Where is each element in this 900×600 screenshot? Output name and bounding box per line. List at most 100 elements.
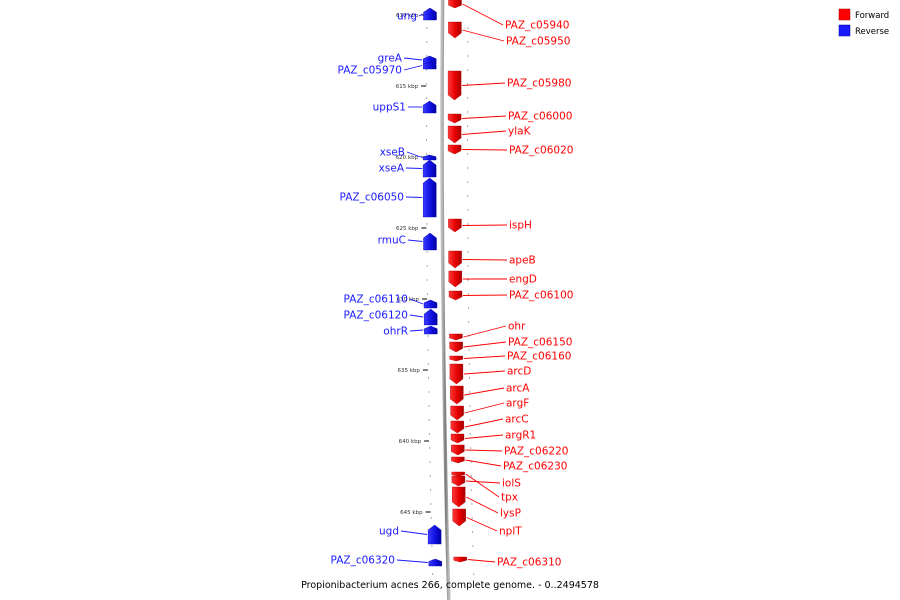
gene-leader-line [407,239,423,242]
gene-arrow-paz-c06220[interactable] [451,444,465,456]
gene-label-iols[interactable]: iolS [502,478,521,490]
gene-arrow-paz-c05940[interactable] [448,0,462,9]
gene-leader-line [464,434,504,439]
gene-label-arca[interactable]: arcA [506,383,530,395]
gene-label-paz-c06320[interactable]: PAZ_c06320 [331,555,395,567]
gene-label-ugd[interactable]: ugd [379,526,399,538]
gene-label-argr1[interactable]: argR1 [505,430,536,442]
gene-leader-line [403,57,423,61]
gene-arrow-paz-c06020[interactable] [447,144,462,155]
gene-arrow-paz-c05950[interactable] [448,21,462,39]
gene-leader-line [462,29,505,42]
gene-label-nplt[interactable]: nplT [499,526,522,538]
gene-arrow-argf[interactable] [450,405,464,421]
gene-label-paz-c05940[interactable]: PAZ_c05940 [505,20,569,32]
gene-label-xseb[interactable]: xseB [380,147,405,159]
gene-arrow-ylak[interactable] [447,125,462,144]
gene-leader-line [462,259,508,261]
gene-label-grea[interactable]: greA [378,53,403,65]
gene-label-isph[interactable]: ispH [509,220,532,232]
gene-label-paz-c06050[interactable]: PAZ_c06050 [340,192,404,204]
gene-label-upps1[interactable]: uppS1 [373,102,406,114]
gene-leader-line [464,387,505,396]
gene-label-paz-c06150[interactable]: PAZ_c06150 [508,337,572,349]
gene-leader-line [465,480,501,484]
gene-arrow-paz-c06120[interactable] [424,308,438,326]
gene-arrow-iols[interactable] [451,475,466,487]
gene-arrow-paz-c06310[interactable] [453,556,467,563]
gene-label-paz-c06230[interactable]: PAZ_c06230 [503,461,567,473]
gene-label-xsea[interactable]: xseA [379,163,405,175]
gene-label-arcc[interactable]: arcC [505,414,529,426]
gene-arrow-ohr[interactable] [449,333,463,341]
gene-arrow-apeb[interactable] [448,250,462,269]
legend-label-reverse: Reverse [855,27,889,37]
gene-label-paz-c06110[interactable]: PAZ_c06110 [344,294,408,306]
gene-arrow-upps1[interactable] [422,100,437,114]
gene-arrow-paz-c06230[interactable] [451,456,465,464]
gene-leader-line [466,517,498,532]
gene-arrow-xsea[interactable] [422,159,437,178]
kbp-tick-label: 625 kbp [396,226,419,232]
gene-label-engd[interactable]: engD [509,274,537,286]
gene-arrow-paz-c06000[interactable] [447,113,462,124]
gene-label-paz-c06160[interactable]: PAZ_c06160 [507,351,571,363]
gene-arrow-paz-c06160[interactable] [449,355,463,362]
gene-label-paz-c06120[interactable]: PAZ_c06120 [344,310,408,322]
gene-arrow-nplt[interactable] [452,508,466,527]
gene-label-paz-c06310[interactable]: PAZ_c06310 [497,557,561,569]
gene-leader-line [465,459,502,467]
gene-arrow-ohrr[interactable] [424,325,438,335]
gene-arrow-paz-c05980[interactable] [447,70,462,101]
gene-arrow-ugd[interactable] [427,524,442,545]
gene-arrow-rmuc[interactable] [423,232,437,251]
gene-label-lysp[interactable]: lysP [500,508,521,520]
gene-arrow-arcc[interactable] [450,420,464,434]
gene-leader-line [462,3,504,26]
gene-leader-line [403,65,423,71]
gene-leader-line [463,370,506,375]
gene-leader-line [409,298,424,305]
gene-label-paz-c05980[interactable]: PAZ_c05980 [507,78,571,90]
gene-arrow-argr1[interactable] [450,433,465,444]
gene-arrow-paz-c06050[interactable] [423,177,437,218]
gene-arrow-arcd[interactable] [449,363,464,385]
gene-leader-line [462,130,507,135]
gene-label-paz-c06020[interactable]: PAZ_c06020 [509,145,573,157]
gene-arrow-arca[interactable] [450,385,464,405]
gene-label-paz-c05950[interactable]: PAZ_c05950 [506,36,570,48]
gene-arrow-lysp[interactable] [452,486,466,508]
gene-arrow-paz-c06320[interactable] [428,558,442,567]
gene-arrow-paz-c05970[interactable] [423,61,437,70]
gene-arrow-engd[interactable] [448,270,462,288]
gene-leader-line [462,224,508,226]
gene-leader-line [463,341,507,348]
gene-arrow-ung[interactable] [423,7,437,21]
gene-leader-line [463,355,506,359]
gene-label-paz-c06000[interactable]: PAZ_c06000 [508,111,572,123]
gene-leader-line [409,329,424,332]
gene-arrow-paz-c06150[interactable] [449,341,463,353]
gene-label-paz-c06100[interactable]: PAZ_c06100 [509,290,573,302]
gene-leader-line [467,559,496,563]
gene-leader-line [396,559,428,563]
gene-label-paz-c05970[interactable]: PAZ_c05970 [338,65,402,77]
legend-swatch-reverse [838,24,851,37]
gene-arrow-isph[interactable] [448,218,462,233]
gene-arrow-xseb[interactable] [422,154,437,161]
gene-label-ohr[interactable]: ohr [508,321,526,333]
legend-label-forward: Forward [855,11,889,21]
gene-label-tpx[interactable]: tpx [501,492,518,504]
gene-label-ung[interactable]: ung [397,11,417,23]
gene-arrow-paz-c06110[interactable] [423,299,438,309]
gene-label-ohrr[interactable]: ohrR [383,326,408,338]
gene-arrow-paz-c06100[interactable] [448,290,463,301]
gene-label-arcd[interactable]: arcD [507,366,531,378]
gene-label-rmuc[interactable]: rmuC [378,235,406,247]
gene-label-argf[interactable]: argF [506,398,529,410]
gene-label-apeb[interactable]: apeB [509,255,536,267]
gene-arrow-tpx[interactable] [451,471,465,477]
gene-label-paz-c06220[interactable]: PAZ_c06220 [504,446,568,458]
gene-label-ylak[interactable]: ylaK [508,126,532,138]
